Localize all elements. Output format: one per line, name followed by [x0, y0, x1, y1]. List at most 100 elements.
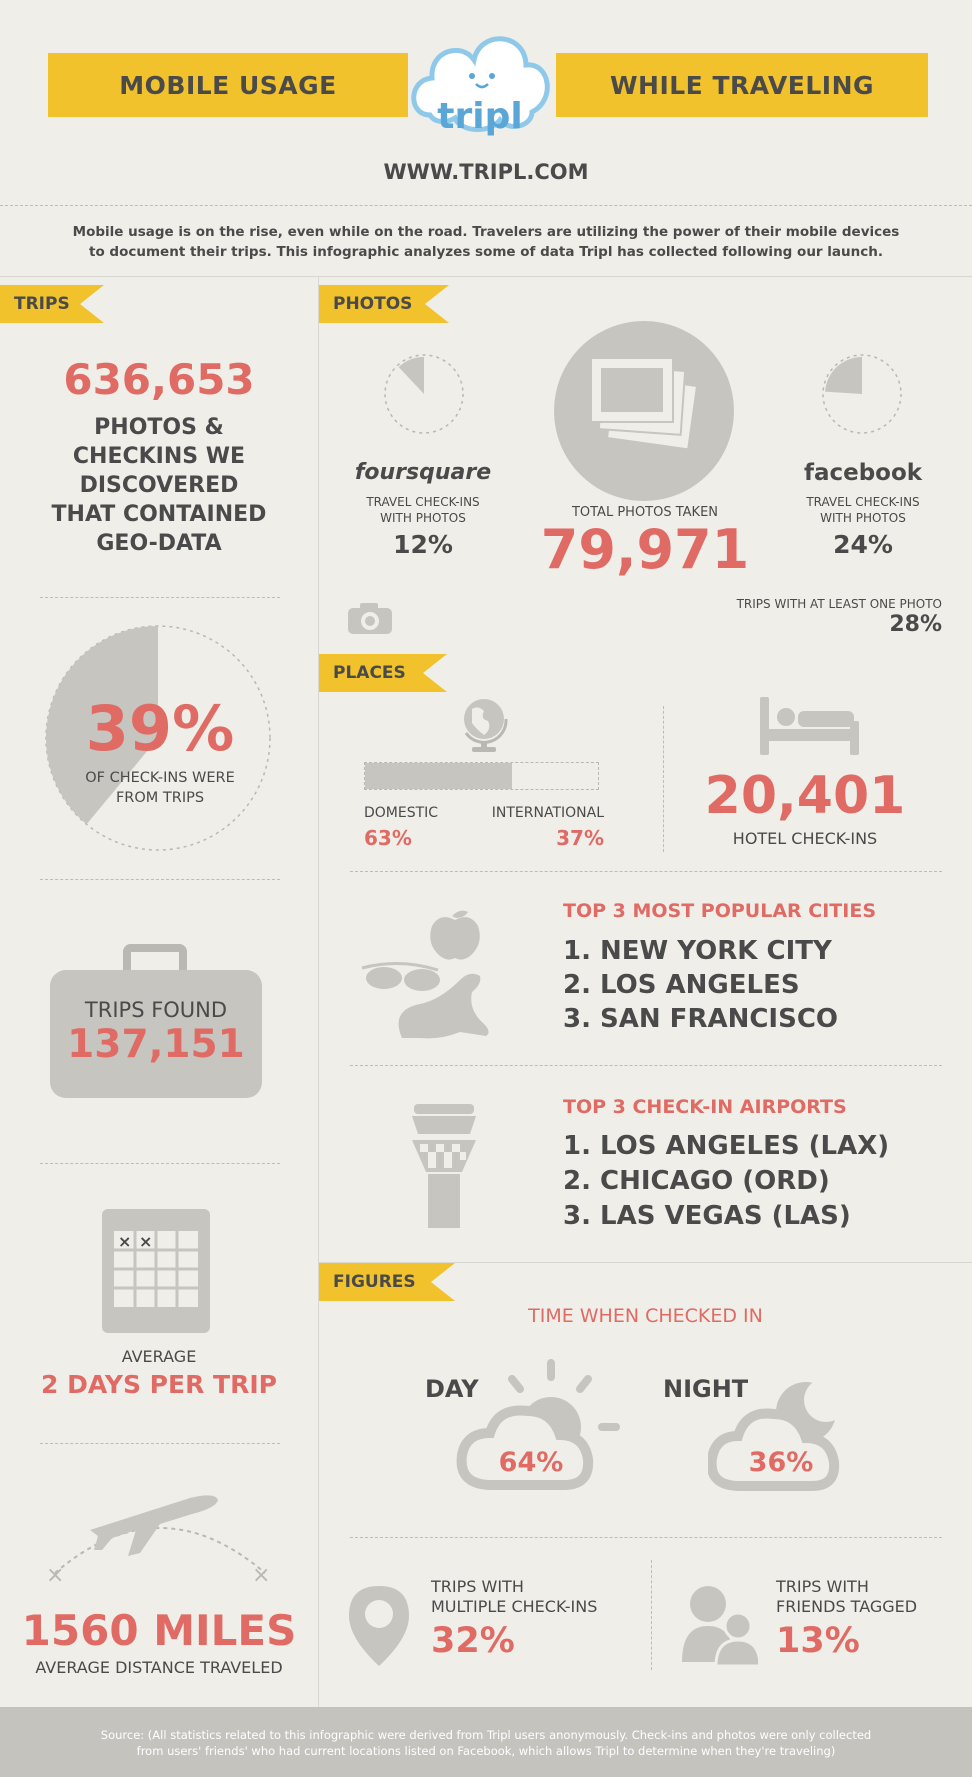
sunglasses-icon: [404, 969, 440, 991]
multi-label: TRIPS WITH MULTIPLE CHECK-INS: [431, 1577, 597, 1617]
footer-line-1: Source: (All statistics related to this …: [100, 1728, 872, 1742]
avg-value: 2 DAYS PER TRIP: [41, 1370, 277, 1399]
foursquare-label: TRAVEL CHECK-INS WITH PHOTOS: [343, 494, 503, 526]
suitcase-handle-icon: [123, 944, 187, 974]
site-url: WWW.TRIPL.COM: [383, 160, 589, 184]
trips-photo-pct: 28%: [889, 612, 942, 637]
friends-icon: [682, 1586, 758, 1668]
domestic-pct: 63%: [364, 826, 412, 850]
friends-label-line: TRIPS WITH: [776, 1577, 869, 1596]
divider: [40, 879, 280, 880]
facebook-label: TRAVEL CHECK-INS WITH PHOTOS: [783, 494, 943, 526]
trips-found-value: 137,151: [67, 1022, 245, 1067]
photos-desc-line: GEO-DATA: [96, 531, 222, 556]
friends-pct: 13%: [776, 1621, 860, 1661]
checkins-desc: OF CHECK-INS WERE FROM TRIPS: [40, 768, 280, 808]
title-left: MOBILE USAGE: [119, 70, 337, 100]
checkins-desc-line: OF CHECK-INS WERE: [85, 770, 235, 786]
international-pct: 37%: [556, 826, 604, 850]
tag-places: PLACES: [319, 654, 447, 692]
foursquare-pie-slice: [398, 357, 424, 394]
divider: [319, 1262, 972, 1263]
total-photos-value: 79,971: [540, 518, 750, 581]
foursquare-label-line: TRAVEL CHECK-INS: [366, 495, 480, 509]
tag-places-label: PLACES: [333, 663, 406, 683]
night-label: NIGHT: [663, 1375, 749, 1403]
foursquare-pct: 12%: [393, 530, 453, 559]
divider: [663, 706, 664, 852]
facebook-brand: facebook: [803, 460, 923, 486]
friends-label: TRIPS WITH FRIENDS TAGGED: [776, 1577, 917, 1617]
sunglasses-icon: [361, 961, 439, 972]
distance-label: AVERAGE DISTANCE TRAVELED: [35, 1658, 283, 1677]
divider: [350, 1537, 942, 1538]
suitcase-icon: [50, 970, 262, 1098]
time-title: TIME WHEN CHECKED IN: [528, 1305, 763, 1327]
foursquare-brand: foursquare: [354, 460, 492, 485]
tag-photos: PHOTOS: [319, 285, 449, 323]
domestic-bar-track: [364, 762, 599, 790]
divider: [350, 1065, 942, 1066]
tag-photos-label: PHOTOS: [333, 294, 413, 314]
airport-item: 3. LAS VEGAS (LAS): [563, 1201, 851, 1231]
column-separator: [318, 277, 319, 1707]
svg-text:×: ×: [46, 1563, 64, 1588]
divider: [350, 871, 942, 872]
facebook-pct: 24%: [833, 530, 893, 559]
day-label: DAY: [425, 1375, 479, 1403]
city-item: 2. LOS ANGELES: [563, 970, 800, 1000]
trips-photo-label: TRIPS WITH AT LEAST ONE PHOTO: [736, 597, 942, 611]
apple-icon: [430, 917, 480, 960]
total-photos-label: TOTAL PHOTOS TAKEN: [571, 505, 719, 520]
divider: [0, 205, 972, 206]
distance-value: 1560 MILES: [21, 1606, 297, 1655]
banner-right: WHILE TRAVELING: [556, 53, 928, 117]
airport-item: 2. CHICAGO (ORD): [563, 1166, 830, 1196]
tripl-logo: tripl: [411, 36, 550, 137]
footer: Source: (All statistics related to this …: [0, 1707, 972, 1777]
domestic-label: DOMESTIC: [364, 805, 439, 821]
photos-desc-line: THAT CONTAINED: [51, 502, 267, 527]
hotel-value: 20,401: [704, 766, 906, 826]
multi-label-line: MULTIPLE CHECK-INS: [431, 1597, 598, 1616]
photos-icon: [554, 321, 734, 501]
cities-list: 1. NEW YORK CITY 2. LOS ANGELES 3. SAN F…: [563, 934, 838, 1036]
hotel-label: HOTEL CHECK-INS: [732, 829, 878, 848]
footer-line-2: from users' friends' who had current loc…: [136, 1744, 836, 1758]
domestic-bar-fill: [365, 763, 512, 789]
control-tower-icon: [412, 1104, 476, 1228]
checkins-pie: [45, 625, 271, 851]
friends-label-line: FRIENDS TAGGED: [776, 1597, 918, 1616]
moon-cloud-icon: [708, 1378, 848, 1491]
sunglasses-icon: [366, 967, 402, 989]
logo-text: tripl: [437, 96, 522, 137]
svg-text:×: ×: [252, 1563, 270, 1588]
cities-title: TOP 3 MOST POPULAR CITIES: [563, 900, 876, 922]
divider: [40, 1163, 280, 1164]
divider: [40, 1443, 280, 1444]
city-icons: [361, 910, 489, 1039]
facebook-label-line: WITH PHOTOS: [820, 511, 906, 525]
airports-title: TOP 3 CHECK-IN AIRPORTS: [563, 1096, 847, 1118]
airports-list: 1. LOS ANGELES (LAX) 2. CHICAGO (ORD) 3.…: [563, 1129, 889, 1234]
checkins-pie-slice: [45, 626, 158, 825]
international-label: INTERNATIONAL: [491, 805, 604, 821]
apple-icon: [452, 910, 468, 918]
photos-desc-line: CHECKINS WE: [72, 444, 246, 469]
photos-desc: PHOTOS & CHECKINS WE DISCOVERED THAT CON…: [0, 413, 318, 558]
intro-line-2: to document their trips. This infographi…: [89, 244, 883, 260]
tag-trips-label: TRIPS: [14, 294, 70, 314]
divider: [40, 597, 280, 598]
tag-figures: FIGURES: [319, 1263, 455, 1301]
photos-desc-line: PHOTOS &: [94, 415, 224, 440]
airport-item: 1. LOS ANGELES (LAX): [563, 1131, 890, 1161]
divider: [0, 276, 972, 277]
sun-cloud-icon: [456, 1359, 620, 1490]
night-pct: 36%: [748, 1447, 814, 1478]
svg-text:×: ×: [139, 1232, 152, 1251]
bed-icon: [760, 697, 859, 755]
title-right: WHILE TRAVELING: [609, 70, 875, 100]
tag-trips: TRIPS: [0, 285, 104, 323]
day-pct: 64%: [498, 1447, 564, 1478]
intro-text: Mobile usage is on the rise, even while …: [0, 222, 972, 262]
